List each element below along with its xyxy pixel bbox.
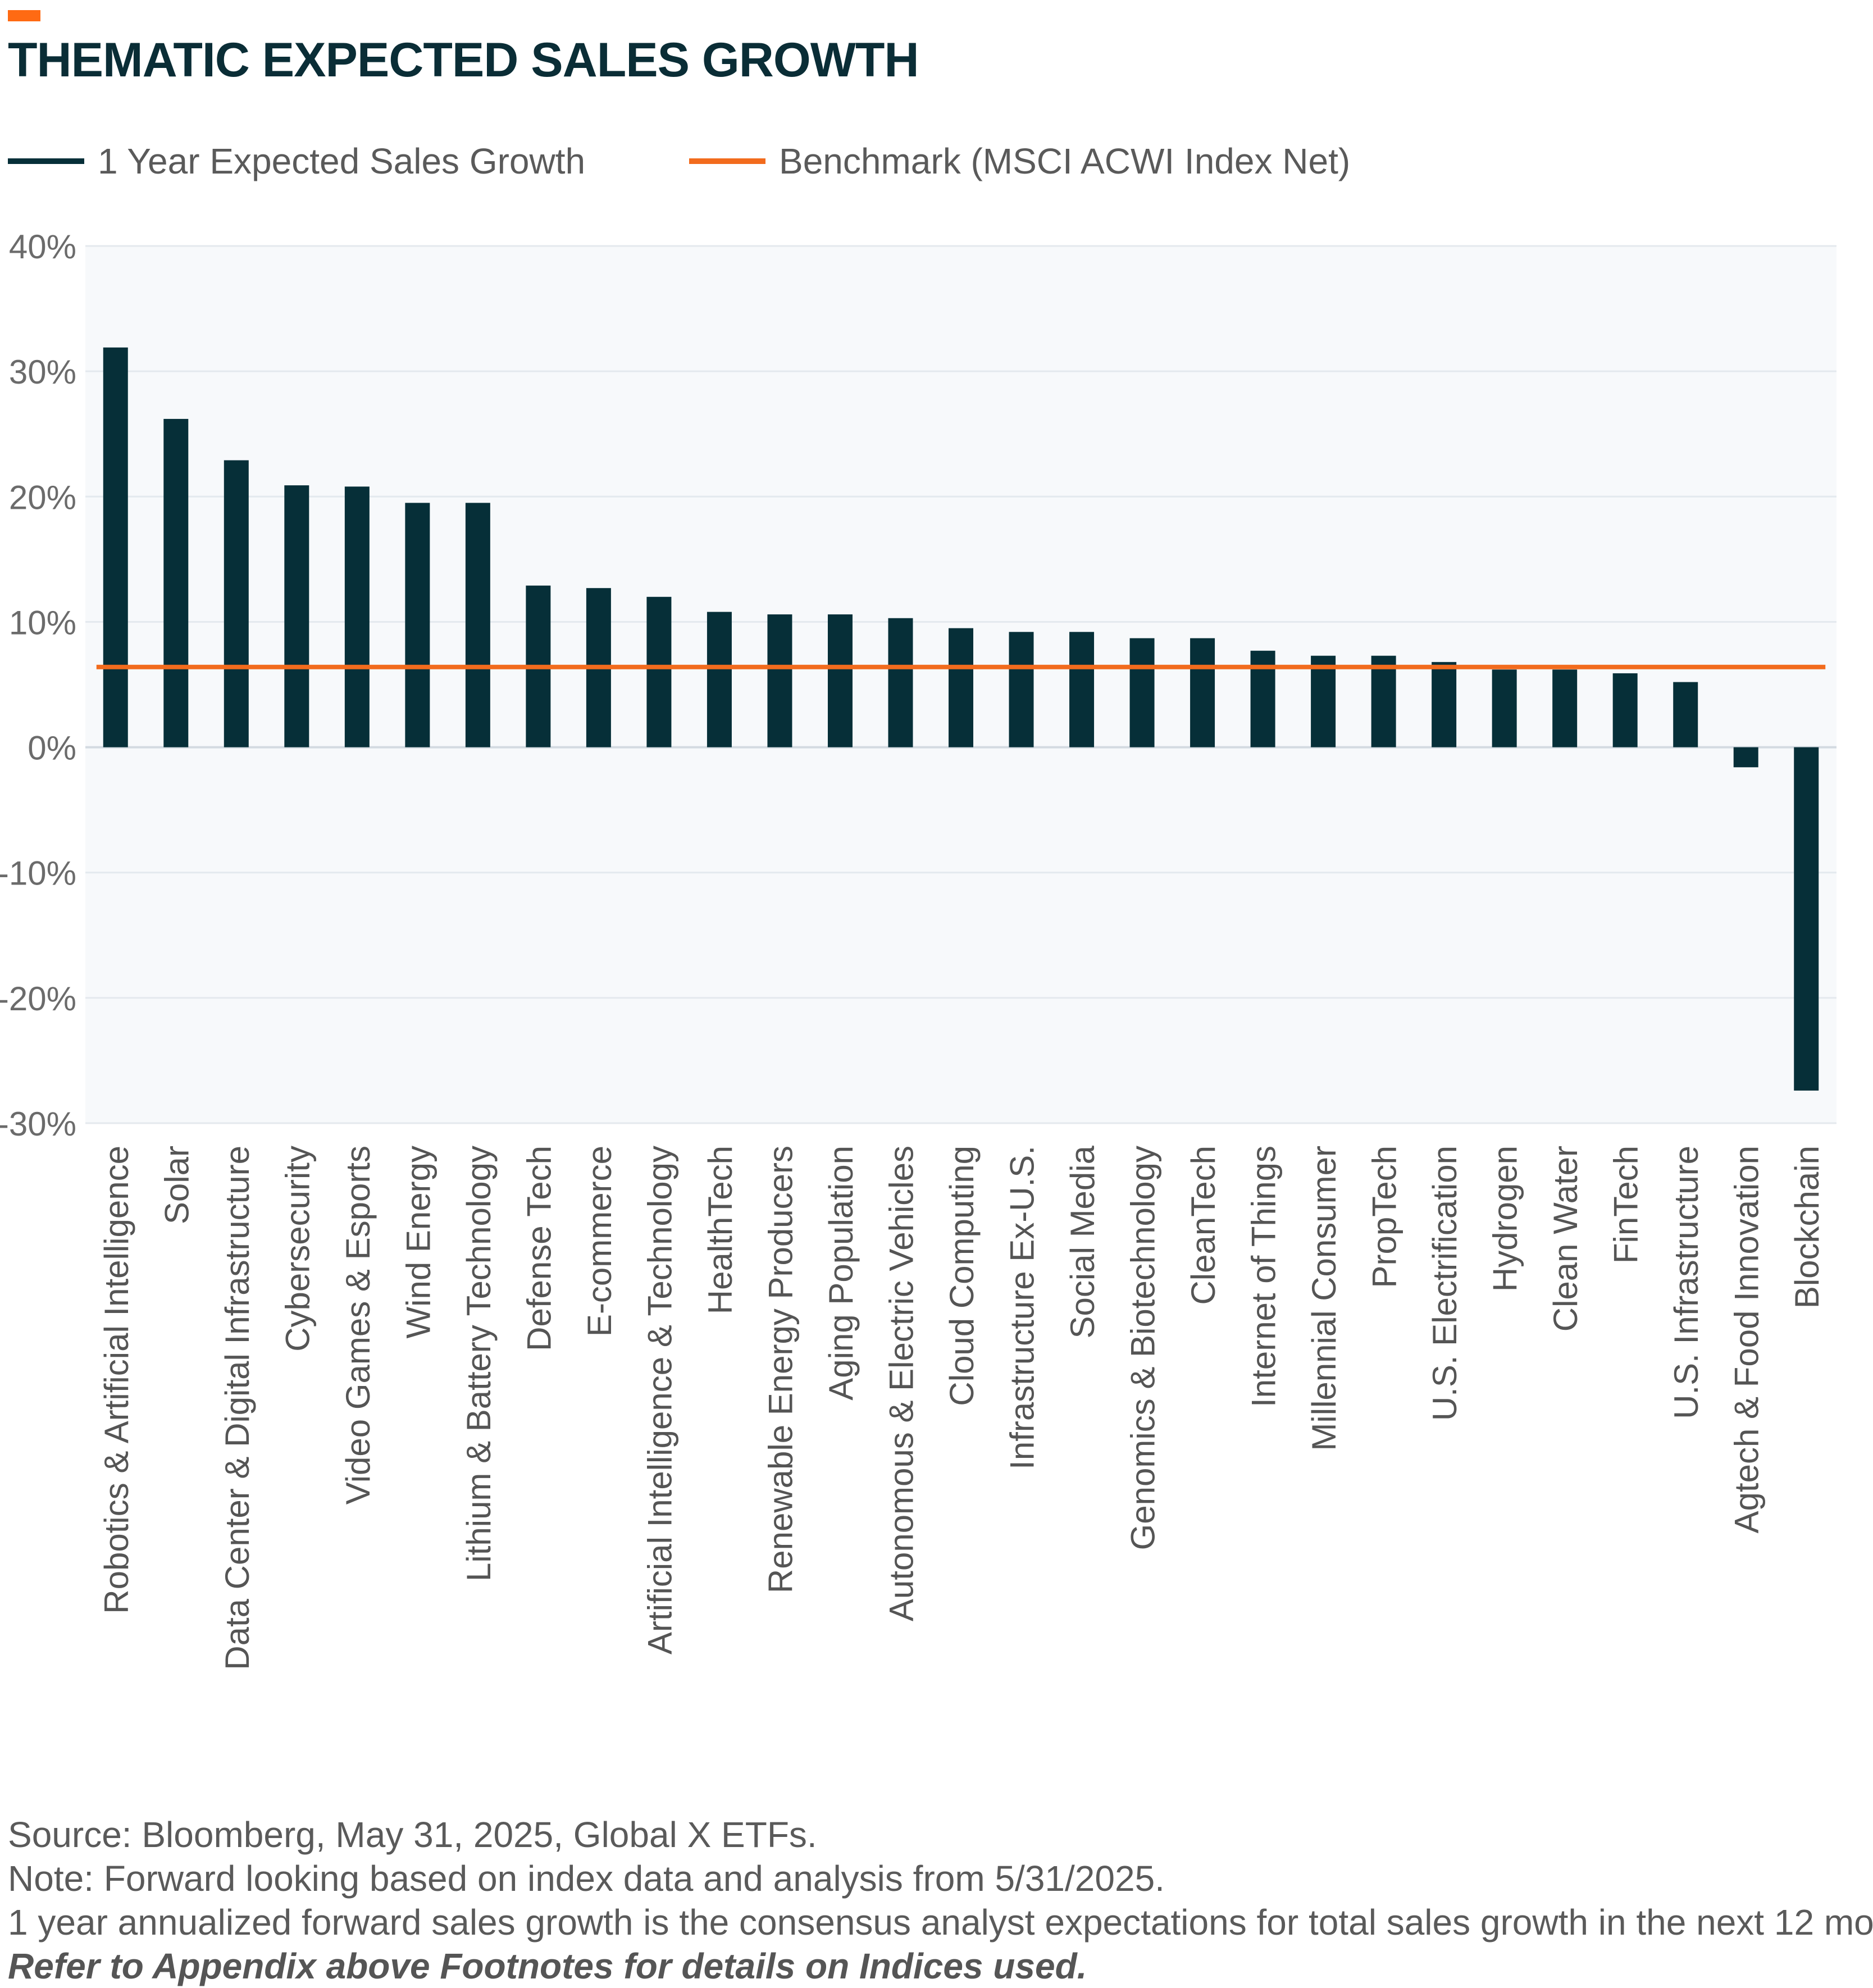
x-tick-label: Clean Water (1547, 1146, 1584, 1332)
bar (344, 486, 370, 747)
x-tick-label: Infrastructure Ex-U.S. (1004, 1146, 1041, 1470)
x-tick-label: Hydrogen (1487, 1146, 1524, 1292)
x-tick-label: Internet of Things (1245, 1146, 1283, 1407)
bar (1794, 747, 1819, 1091)
bar (1129, 638, 1155, 747)
bar (465, 503, 490, 747)
chart-title: THEMATIC EXPECTED SALES GROWTH (8, 33, 919, 87)
x-axis-tick-labels: Robotics & Artificial Intelligence Solar D… (98, 1145, 1826, 1670)
bar (1069, 632, 1095, 747)
source-note: Source: Bloomberg, May 31, 2025, Global … (8, 1814, 817, 1855)
bar-chart: 40% 30% 20% 10% 0% -10% -20% -30% Robotics & Ar… (0, 228, 1836, 1670)
appendix-note: Refer to Appendix above Footnotes for de… (8, 1946, 1087, 1986)
bar (224, 460, 249, 747)
x-tick-label: CleanTech (1184, 1146, 1222, 1305)
x-tick-label: HealthTech (701, 1146, 739, 1314)
bar (1733, 747, 1758, 768)
bar (949, 628, 973, 747)
bar (405, 503, 430, 747)
bar (888, 618, 913, 747)
bar (1612, 673, 1638, 747)
y-tick-label: 0% (28, 729, 76, 767)
bar (1552, 669, 1578, 747)
legend: 1 Year Expected Sales Growth Benchmark (… (8, 141, 1468, 181)
x-tick-label: FinTech (1607, 1146, 1645, 1264)
y-tick-label: -30% (0, 1105, 76, 1143)
y-tick-label: -20% (0, 980, 76, 1018)
y-axis-tick-labels: 40% 30% 20% 10% 0% -10% -20% -30% (0, 228, 76, 1143)
x-tick-label: Aging Population (822, 1146, 860, 1401)
x-tick-label: Renewable Energy Producers (762, 1146, 799, 1593)
bar (1432, 662, 1457, 747)
x-tick-label: Robotics & Artificial Intelligence (98, 1146, 135, 1614)
x-tick-label: Solar (158, 1146, 195, 1224)
y-tick-label: 10% (9, 604, 76, 641)
x-tick-label: Data Center & Digital Infrastructure (218, 1146, 256, 1670)
x-tick-label: Autonomous & Electric Vehicles (882, 1146, 920, 1621)
bar (1190, 638, 1215, 747)
x-tick-label: Blockchain (1788, 1146, 1826, 1308)
bar (284, 485, 309, 747)
legend-item-series: 1 Year Expected Sales Growth (8, 141, 586, 181)
x-tick-label: U.S. Electrification (1426, 1146, 1464, 1421)
x-tick-label: Cloud Computing (943, 1146, 981, 1406)
bar-series (103, 347, 1819, 1091)
y-tick-label: 30% (9, 353, 76, 391)
legend-item-benchmark: Benchmark (MSCI ACWI Index Net) (689, 141, 1351, 181)
bar (1371, 655, 1396, 747)
y-tick-label: -10% (0, 855, 76, 892)
y-tick-label: 40% (9, 228, 76, 266)
x-tick-label: Wind Energy (399, 1146, 437, 1338)
bar (163, 418, 189, 747)
bar (707, 612, 732, 747)
legend-benchmark-label: Benchmark (MSCI ACWI Index Net) (779, 141, 1351, 181)
forward-looking-note: Note: Forward looking based on index dat… (8, 1858, 1165, 1899)
x-tick-label: U.S. Infrastructure (1667, 1146, 1705, 1419)
x-tick-label: Lithium & Battery Technology (460, 1146, 498, 1581)
x-tick-label: Agtech & Food Innovation (1728, 1146, 1766, 1533)
x-tick-label: Social Media (1064, 1145, 1101, 1338)
grid-lines (85, 245, 1836, 1124)
legend-series-swatch (8, 158, 84, 164)
x-tick-label: Video Games & Esports (339, 1146, 377, 1504)
x-tick-label: Artificial Intelligence & Technology (641, 1146, 678, 1654)
bar (646, 596, 672, 747)
bar (827, 614, 853, 747)
bar (1009, 632, 1034, 747)
x-tick-label: Millennial Consumer (1305, 1146, 1343, 1451)
x-tick-label: PropTech (1366, 1146, 1403, 1288)
bar (103, 347, 128, 747)
footnotes: Source: Bloomberg, May 31, 2025, Global … (8, 1813, 1873, 1988)
legend-benchmark-swatch (689, 158, 765, 164)
x-tick-label: Genomics & Biotechnology (1124, 1146, 1162, 1550)
bar (1311, 655, 1336, 747)
legend-series-label: 1 Year Expected Sales Growth (98, 141, 586, 181)
bar (767, 614, 792, 747)
bar (1492, 669, 1517, 747)
bar (1673, 682, 1698, 747)
x-tick-label: Cybersecurity (279, 1146, 316, 1352)
y-tick-label: 20% (9, 478, 76, 516)
x-tick-label: Defense Tech (520, 1146, 558, 1351)
accent-tab (8, 10, 40, 21)
x-tick-label: E-commerce (581, 1146, 618, 1337)
definition-note: 1 year annualized forward sales growth i… (8, 1902, 1873, 1943)
